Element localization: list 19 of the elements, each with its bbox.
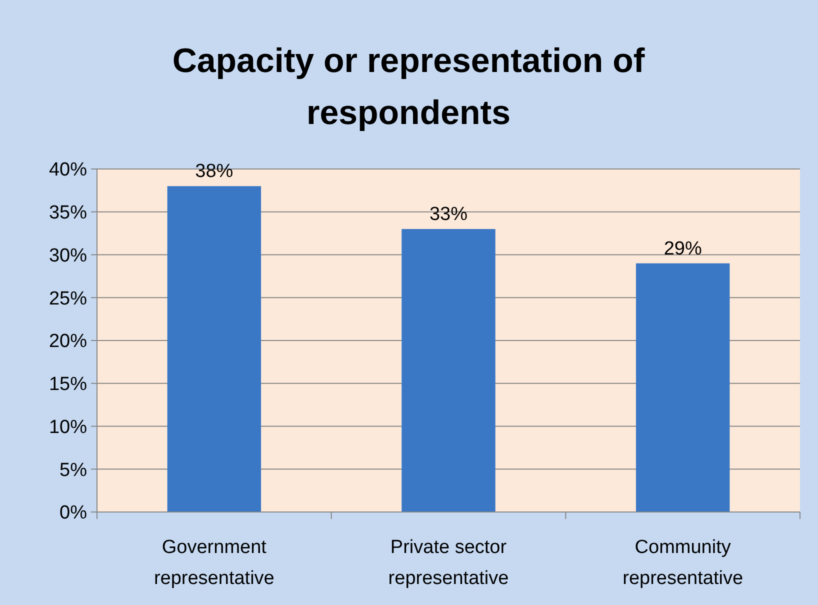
bar xyxy=(402,229,496,512)
y-tick-label: 0% xyxy=(60,502,88,524)
x-tick-label: Community representative xyxy=(622,537,744,589)
y-tick-label: 10% xyxy=(48,416,88,438)
chart-title: Capacity or representation of respondents xyxy=(172,42,646,132)
y-tick-label: 20% xyxy=(48,331,88,352)
x-tick-label: Government representative xyxy=(154,537,274,589)
y-tick-label: 15% xyxy=(48,374,88,396)
y-tick-label: 25% xyxy=(48,288,88,310)
data-label: 38% xyxy=(195,161,234,182)
y-tick-label: 5% xyxy=(60,460,88,481)
data-label: 33% xyxy=(429,204,468,226)
bar xyxy=(636,263,730,512)
y-tick-label: 35% xyxy=(48,202,88,224)
bar xyxy=(167,186,262,512)
x-tick-label: Private sector representative xyxy=(388,537,509,589)
data-label: 29% xyxy=(664,238,702,260)
y-tick-label: 40% xyxy=(48,160,88,181)
y-tick-label: 30% xyxy=(48,245,88,266)
